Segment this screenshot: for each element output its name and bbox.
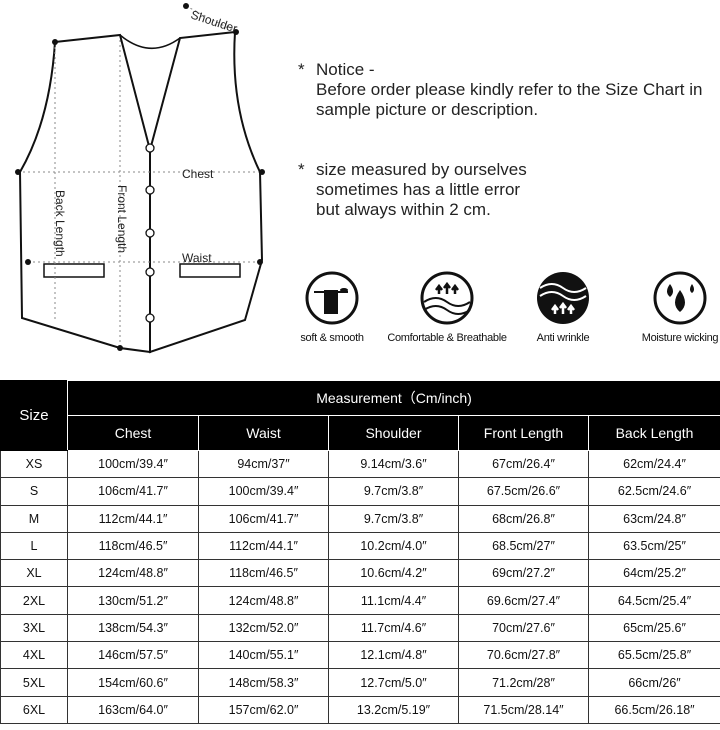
measurement-cell: 9.7cm/3.8″ [328,504,459,533]
measurement-cell: 67.5cm/26.6″ [458,477,589,506]
water-drops-icon [653,271,707,325]
measurement-cell: 118cm/46.5″ [67,531,199,561]
table-row: XS 100cm/39.4″ 94cm/37″ 9.14cm/3.6″ 67cm/26.… [0,449,720,479]
size-cell: XS [0,449,68,479]
measurement-cell: 70.6cm/27.8″ [458,641,589,670]
measurement-cell: 67cm/26.4″ [458,449,589,479]
measurement-cell: 62.5cm/24.6″ [587,477,720,506]
table-row: 6XL 163cm/64.0″ 157cm/62.0″ 13.2cm/5.19″ 71.… [0,695,720,724]
measurement-cell: 148cm/58.3″ [198,668,329,697]
measurement-cell: 132cm/52.0″ [198,613,329,643]
measurement-note: * size measured by ourselves sometimes h… [298,160,527,219]
feature-anti-wrinkle: Anti wrinkle [503,270,623,344]
front-length-label: Front Length [115,185,129,253]
size-table: Size Measurement（Cm/inch) Chest Waist Sh… [0,380,720,724]
measurement-cell: 100cm/39.4″ [67,449,199,479]
table-row: 3XL 138cm/54.3″ 132cm/52.0″ 11.7cm/4.6″ 70cm… [0,613,720,643]
measure-lines [18,5,262,348]
notice-note: * Notice - Before order please kindly re… [298,60,703,119]
measurement-cell: 130cm/51.2″ [67,586,199,615]
measurement-cell: 106cm/41.7″ [198,504,329,533]
table-row: L 118cm/46.5″ 112cm/44.1″ 10.2cm/4.0″ 68.5cm… [0,531,720,561]
table-row: XL 124cm/48.8″ 118cm/46.5″ 10.6cm/4.2″ 69cm/… [0,559,720,588]
measurement-cell: 65.5cm/25.8″ [587,641,720,670]
hand-leaf-icon [305,271,359,325]
measurement-cell: 11.1cm/4.4″ [328,586,459,615]
size-cell: 3XL [0,613,68,643]
measurement-cell: 68cm/26.8″ [458,504,589,533]
measurement-cell: 62cm/24.4″ [587,449,720,479]
vest-diagram: Shoulder Chest Waist Front Length Back L… [15,3,265,354]
measurement-cell: 66cm/26″ [587,668,720,697]
measurement-cell: 118cm/46.5″ [198,559,329,588]
column-header: Chest [67,415,199,451]
measurement-cell: 64cm/25.2″ [587,559,720,588]
size-cell: 5XL [0,668,68,697]
size-cell: 4XL [0,641,68,670]
measurement-cell: 157cm/62.0″ [198,695,329,724]
measurement-cell: 11.7cm/4.6″ [328,613,459,643]
shoulder-label: Shoulder [189,8,239,36]
measurement-cell: 70cm/27.6″ [458,613,589,643]
table-row: 5XL 154cm/60.6″ 148cm/58.3″ 12.7cm/5.0″ 71.2… [0,668,720,697]
table-row: M 112cm/44.1″ 106cm/41.7″ 9.7cm/3.8″ 68cm/26… [0,504,720,533]
measurement-cell: 112cm/44.1″ [67,504,199,533]
measurement-header: Measurement（Cm/inch) [66,380,720,416]
measurement-cell: 68.5cm/27″ [458,531,589,561]
size-cell: 6XL [0,695,68,724]
size-cell: M [0,504,68,533]
measurement-cell: 71.2cm/28″ [458,668,589,697]
measurement-cell: 94cm/37″ [198,449,329,479]
measurement-cell: 9.14cm/3.6″ [328,449,459,479]
measurement-cell: 69.6cm/27.4″ [458,586,589,615]
measurement-cell: 65cm/25.6″ [587,613,720,643]
breathable-arrows-icon [420,271,474,325]
measurement-cell: 146cm/57.5″ [67,641,199,670]
size-cell: 2XL [0,586,68,615]
vest-buttons [145,143,155,323]
measurement-cell: 163cm/64.0″ [67,695,199,724]
measurement-cell: 124cm/48.8″ [198,586,329,615]
anti-wrinkle-icon [537,272,589,324]
measurement-cell: 69cm/27.2″ [458,559,589,588]
size-cell: S [0,477,68,506]
measurement-cell: 63.5cm/25″ [587,531,720,561]
measurement-cell: 71.5cm/28.14″ [458,695,589,724]
column-header: Front Length [458,415,589,451]
waist-label: Waist [182,251,212,265]
measurement-cell: 66.5cm/26.18″ [587,695,720,724]
feature-breathable: Comfortable & Breathable [387,270,507,344]
back-length-label: Back Length [53,190,67,257]
measurement-cell: 124cm/48.8″ [67,559,199,588]
measurement-cell: 154cm/60.6″ [67,668,199,697]
measurement-cell: 12.1cm/4.8″ [328,641,459,670]
size-header: Size [0,380,68,451]
measurement-cell: 106cm/41.7″ [67,477,199,506]
column-header: Back Length [587,415,720,451]
table-row: 2XL 130cm/51.2″ 124cm/48.8″ 11.1cm/4.4″ 69.6… [0,586,720,615]
chest-label: Chest [182,167,214,181]
measurement-cell: 138cm/54.3″ [67,613,199,643]
left-pocket [43,263,105,278]
measurement-cell: 140cm/55.1″ [198,641,329,670]
measurement-cell: 112cm/44.1″ [198,531,329,561]
table-row: S 106cm/41.7″ 100cm/39.4″ 9.7cm/3.8″ 67.5cm/… [0,477,720,506]
measurement-cell: 63cm/24.8″ [587,504,720,533]
measurement-cell: 13.2cm/5.19″ [328,695,459,724]
measurement-cell: 9.7cm/3.8″ [328,477,459,506]
measurement-cell: 100cm/39.4″ [198,477,329,506]
measurement-cell: 10.2cm/4.0″ [328,531,459,561]
feature-moisture: Moisture wicking [620,270,720,344]
feature-soft: soft & smooth [272,270,392,344]
size-cell: XL [0,559,68,588]
right-pocket [179,263,241,278]
column-header: Waist [198,415,329,451]
table-row: 4XL 146cm/57.5″ 140cm/55.1″ 12.1cm/4.8″ 70.6… [0,641,720,670]
column-header: Shoulder [328,415,459,451]
measurement-cell: 64.5cm/25.4″ [587,586,720,615]
size-cell: L [0,531,68,561]
measurement-cell: 12.7cm/5.0″ [328,668,459,697]
measurement-cell: 10.6cm/4.2″ [328,559,459,588]
